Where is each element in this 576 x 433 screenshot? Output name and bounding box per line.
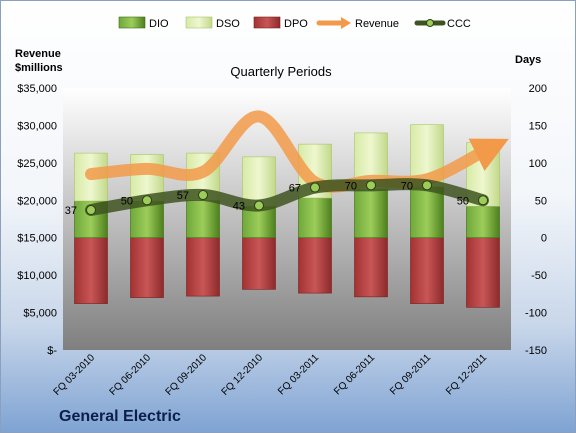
legend-arrow-head — [341, 17, 351, 29]
y-right-tick-label: -150 — [525, 345, 547, 357]
dio-bar — [298, 197, 332, 239]
dpo-bar — [298, 237, 332, 294]
legend-swatch-dso — [185, 16, 213, 29]
legend-swatch-dpo — [253, 16, 281, 29]
ccc-data-label: 57 — [177, 190, 189, 202]
dpo-bar — [130, 237, 164, 298]
ccc-point — [310, 182, 320, 193]
y-left-label-line2: $millions — [15, 62, 63, 74]
dpo-bar — [186, 237, 220, 297]
chart-title: Quarterly Periods — [230, 64, 332, 79]
ccc-data-label: 50 — [121, 195, 133, 207]
y-right-tick-label: 50 — [535, 195, 547, 207]
y-left-tick-label: $15,000 — [17, 233, 57, 245]
ccc-point — [478, 195, 488, 206]
dpo-bar — [410, 237, 444, 304]
x-tick-label: FQ 06-2011 — [332, 352, 377, 397]
company-name: General Electric — [59, 408, 181, 425]
ccc-point — [366, 180, 376, 191]
dio-bar — [466, 205, 500, 239]
x-tick-label: FQ 09-2010 — [164, 352, 210, 398]
y-left-label-line1: Revenue — [15, 48, 61, 60]
y-left-tick-label: $25,000 — [17, 158, 57, 170]
ccc-data-label: 67 — [289, 183, 301, 195]
ccc-data-label: 70 — [345, 180, 357, 192]
y-left-tick-label: $30,000 — [17, 120, 57, 132]
x-tick-label: FQ 12-2011 — [444, 352, 489, 397]
y-right-tick-label: 200 — [529, 83, 547, 95]
y-left-tick-label: $10,000 — [17, 270, 57, 282]
legend-label-ccc: CCC — [447, 18, 471, 30]
legend: DIO DSO DPO Revenue CCC — [118, 16, 471, 30]
dpo-bar — [354, 237, 388, 298]
x-tick-label: FQ 06-2010 — [108, 352, 154, 398]
legend-label-revenue: Revenue — [355, 18, 399, 30]
legend-swatch-dio — [118, 16, 146, 29]
dio-bar — [186, 199, 220, 239]
x-tick-label: FQ 03-2011 — [276, 352, 321, 397]
y-left-tick-label: $35,000 — [17, 83, 57, 95]
ccc-data-label: 50 — [457, 195, 469, 207]
dio-bar — [410, 186, 444, 239]
y-right-tick-label: 0 — [541, 233, 547, 245]
y-left-ticks: $- $5,000 $10,000 $15,000 $20,000 $25,000 $30,… — [17, 83, 57, 357]
x-tick-label: FQ 12-2010 — [220, 352, 266, 398]
legend-label-dpo: DPO — [284, 18, 308, 30]
y-right-tick-label: 150 — [529, 120, 547, 132]
ccc-point — [422, 180, 432, 191]
y-right-label: Days — [515, 54, 541, 66]
y-right-tick-label: -50 — [531, 270, 547, 282]
bars — [74, 124, 500, 308]
legend-label-dio: DIO — [149, 18, 169, 30]
ccc-data-label: 43 — [233, 201, 245, 213]
ccc-data-label: 70 — [401, 180, 413, 192]
y-right-ticks: -150 -100 -50 0 50 100 150 200 — [525, 83, 547, 357]
x-tick-labels: FQ 03-2010 FQ 06-2010 FQ 09-2010 FQ 12-2010… — [52, 352, 490, 398]
y-right-tick-label: 100 — [529, 158, 547, 170]
ccc-point — [86, 205, 96, 216]
dpo-bar — [74, 237, 108, 304]
dpo-bar — [242, 237, 276, 290]
x-tick-label: FQ 03-2010 — [52, 352, 98, 398]
y-left-tick-label: $20,000 — [17, 195, 57, 207]
legend-marker-ccc — [426, 19, 434, 27]
y-left-tick-label: $5,000 — [23, 308, 57, 320]
ccc-line: 37 50 57 43 67 70 70 50 — [65, 178, 489, 217]
y-right-tick-label: -100 — [525, 308, 547, 320]
legend-label-dso: DSO — [216, 18, 240, 30]
y-left-tick-label: $- — [47, 345, 57, 357]
x-tick-label: FQ 09-2011 — [388, 352, 433, 397]
ccc-data-label: 37 — [65, 205, 77, 217]
dpo-bar — [466, 237, 500, 308]
ccc-point — [254, 200, 264, 211]
dio-bar — [354, 188, 388, 239]
ccc-point — [198, 190, 208, 201]
ccc-point — [142, 195, 152, 206]
